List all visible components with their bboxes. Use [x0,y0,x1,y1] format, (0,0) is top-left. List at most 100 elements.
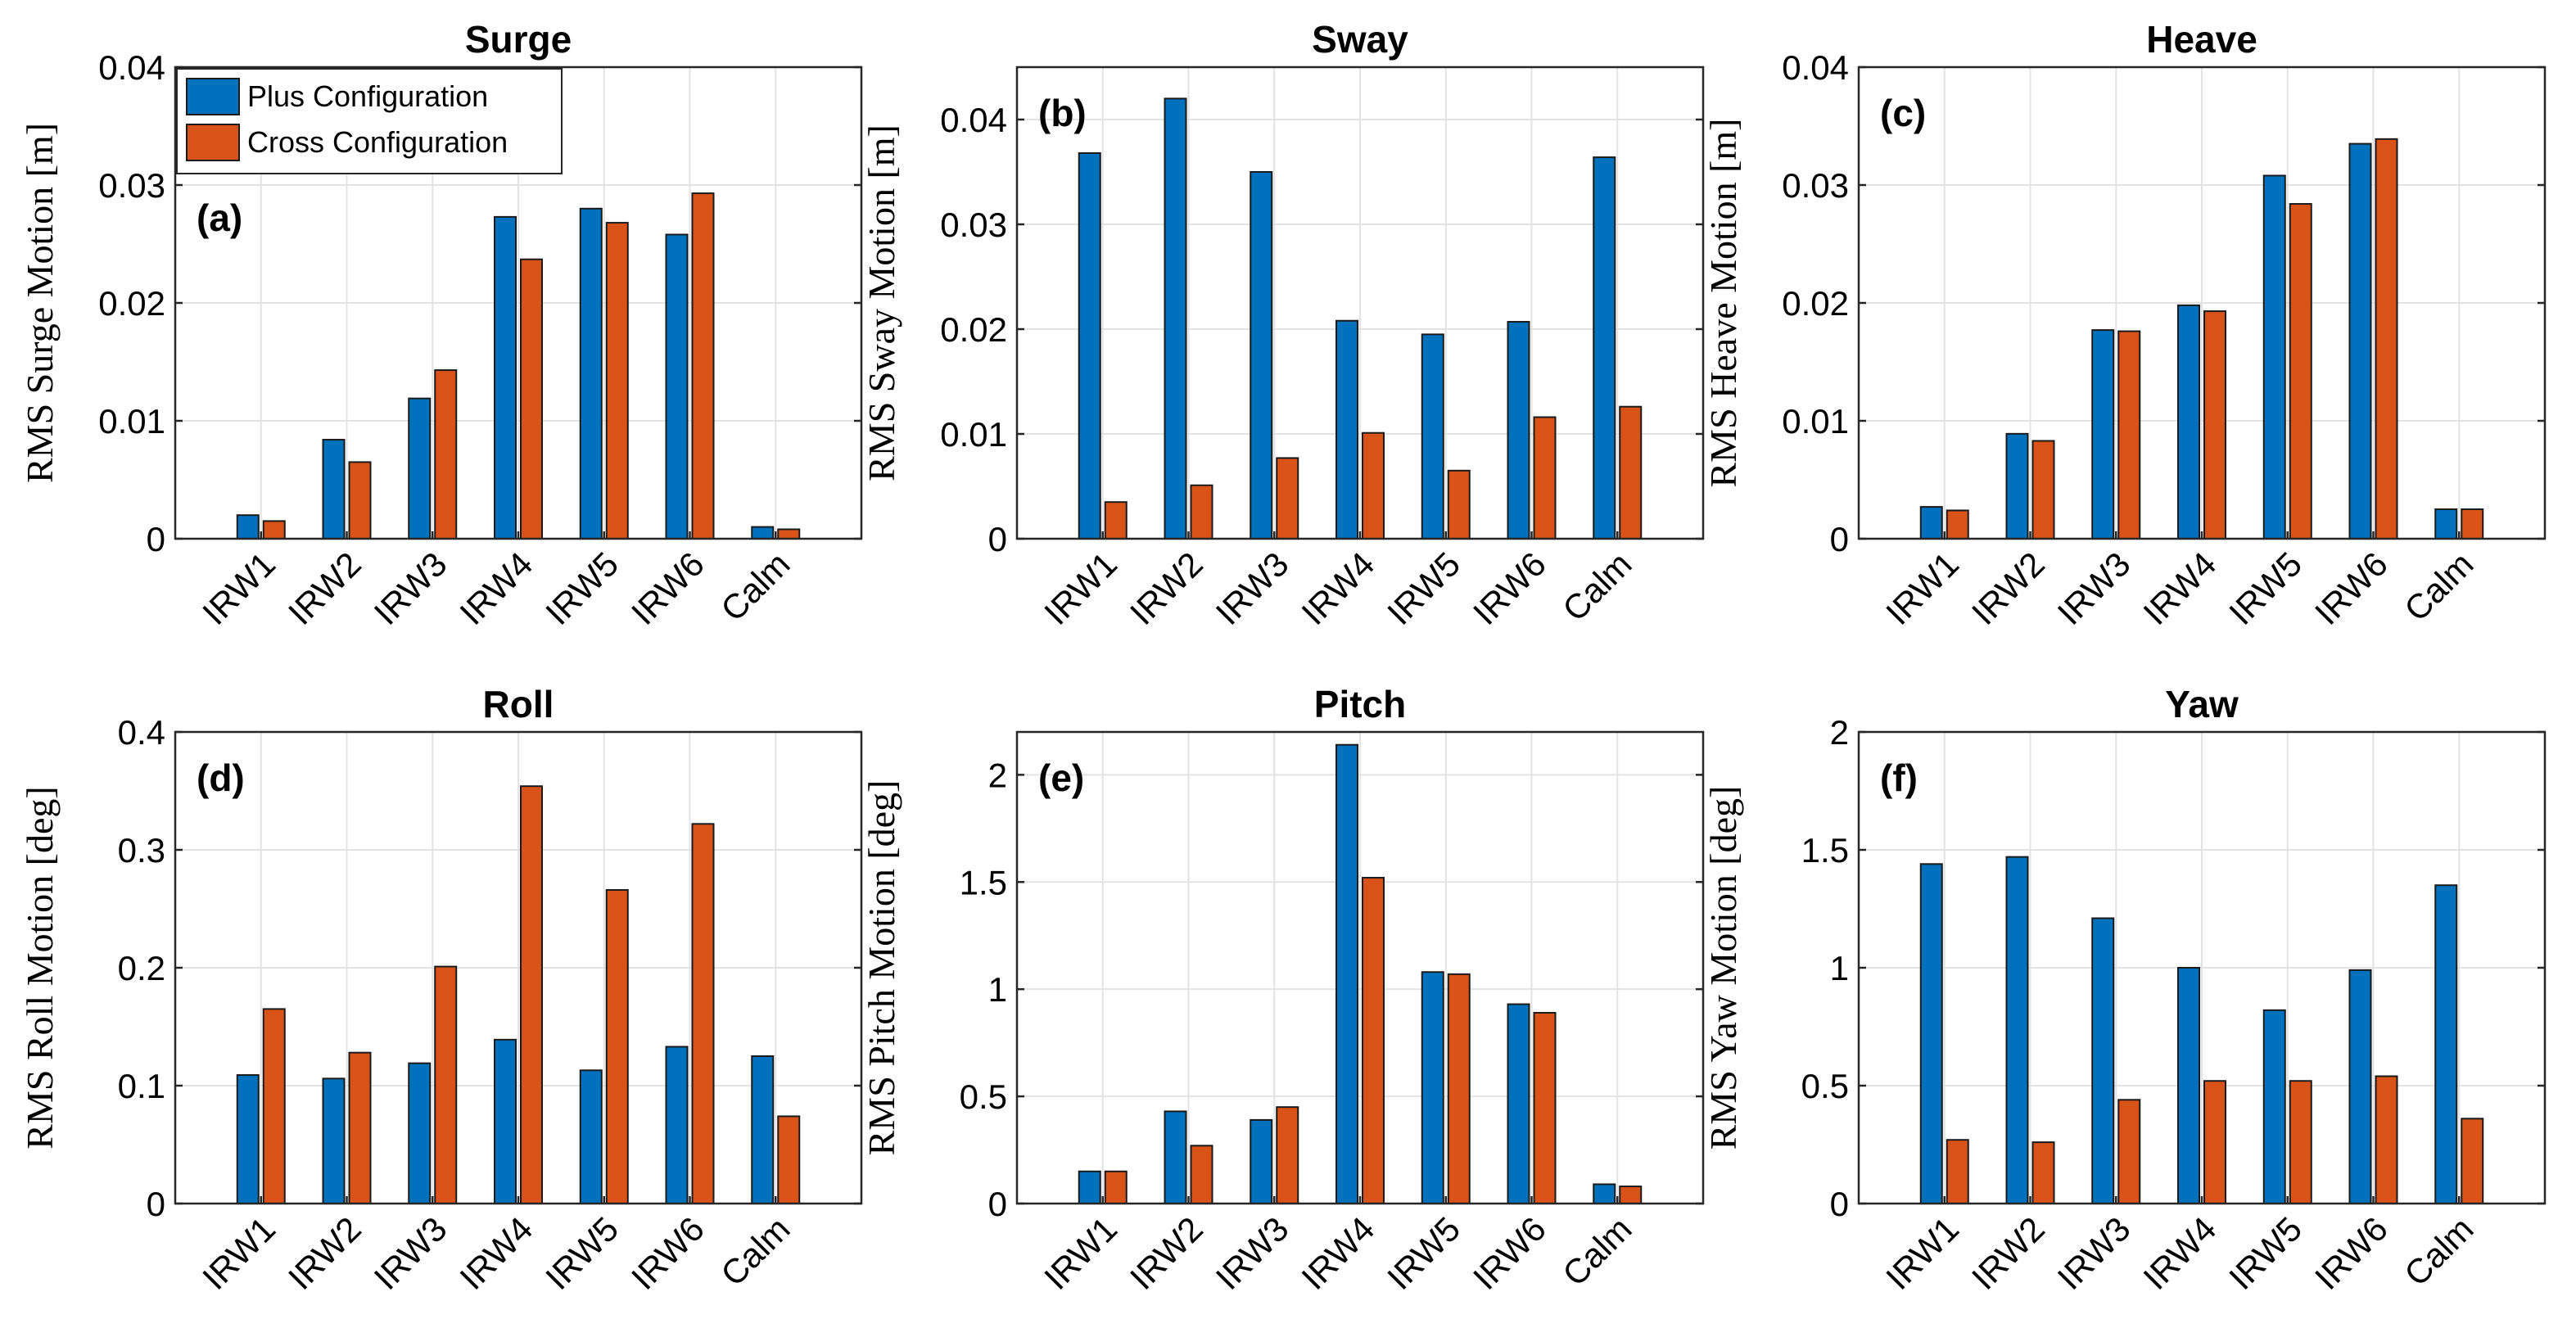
y-axis-label: RMS Roll Motion [deg] [19,786,61,1149]
bar-cross-irw2 [1190,1145,1213,1204]
y-axis-label: RMS Heave Motion [m] [1702,118,1744,487]
bar-cross-irw3 [2117,1099,2141,1205]
bar-plus-irw3 [2091,329,2115,540]
y-axis-label: RMS Surge Motion [m] [19,123,61,483]
bar-plus-irw6 [665,1046,689,1204]
y-tick-label: 1.5 [1801,831,1849,870]
bar-cross-irw1 [1104,1170,1128,1205]
bar-cross-irw5 [605,888,629,1204]
y-tick-label: 0.03 [98,166,165,205]
bar-cross-irw6 [691,823,715,1204]
legend-label-cross: Cross Configuration [247,125,508,159]
legend-swatch-cross [186,124,240,161]
bar-cross-irw2 [2031,1141,2055,1204]
series-plus [1919,856,2458,1205]
bar-plus-irw1 [1078,151,1101,540]
y-axis-label: RMS Yaw Motion [deg] [1702,786,1744,1150]
bar-cross-irw2 [348,461,372,540]
bar-cross-irw4 [520,785,543,1204]
bar-cross-irw4 [2203,310,2226,540]
bar-cross-irw4 [520,258,543,540]
bar-cross-irw2 [348,1051,372,1205]
bar-plus-irw2 [1164,97,1187,540]
chart-title: Pitch [1314,683,1406,725]
y-tick-label: 0.02 [1782,284,1849,323]
bar-cross-irw3 [434,965,458,1205]
bar-cross-irw6 [691,192,715,540]
series-cross [262,785,801,1205]
bar-plus-calm [1593,1183,1616,1205]
chart-panel-sway: 00.010.020.030.04IRW1IRW2IRW3IRW4IRW5IRW… [861,18,1705,632]
panel-label: (e) [1038,757,1084,799]
bar-plus-irw6 [1507,1003,1530,1204]
y-tick-label: 0.5 [960,1077,1007,1116]
bar-cross-calm [1619,405,1643,540]
bar-plus-irw5 [579,207,603,540]
bar-cross-calm [777,528,801,540]
bar-plus-irw3 [1250,171,1273,540]
bar-plus-irw1 [1078,1170,1101,1205]
bar-plus-irw6 [665,233,689,540]
series-plus [236,207,775,540]
bar-cross-irw4 [1362,431,1385,540]
bar-cross-irw6 [1533,416,1557,540]
y-tick-label: 0.03 [940,206,1007,244]
panel-label: (b) [1038,92,1087,134]
bar-cross-calm [777,1115,801,1204]
y-tick-label: 0.1 [118,1067,165,1105]
bar-cross-irw1 [262,520,286,540]
legend-swatch-plus [186,78,240,115]
series-cross [1946,1075,2484,1205]
legend: Plus Configuration Cross Configuration [176,68,563,174]
bar-plus-irw2 [1164,1110,1187,1205]
bar-cross-irw5 [1447,973,1471,1204]
y-tick-label: 0.04 [940,101,1007,139]
y-tick-label: 0.3 [118,831,165,870]
bar-plus-irw4 [494,215,517,540]
bar-cross-irw2 [1190,484,1213,540]
y-tick-label: 0.2 [118,949,165,987]
bar-cross-irw1 [1946,1139,1969,1204]
bar-cross-irw5 [2289,203,2312,540]
y-tick-label: 0.02 [940,310,1007,349]
panel-label: (f) [1880,757,1918,799]
bar-plus-irw2 [322,1077,346,1204]
series-cross [1104,405,1643,540]
y-tick-label: 0.04 [98,48,165,87]
chart-title: Yaw [2165,683,2239,725]
bar-plus-irw4 [2177,967,2200,1204]
bar-plus-irw5 [2262,1009,2286,1204]
panel-label: (d) [197,757,245,799]
y-axis-label: RMS Pitch Motion [deg] [861,780,902,1156]
bar-plus-irw3 [1250,1118,1273,1204]
bar-plus-irw3 [408,397,432,540]
y-tick-label: 0 [147,1185,165,1223]
bar-plus-irw1 [1919,863,1943,1205]
bar-cross-calm [1619,1186,1643,1205]
y-tick-label: 2 [1830,713,1849,752]
bar-plus-irw5 [2262,174,2286,540]
y-tick-label: 0 [1830,520,1849,558]
y-tick-label: 0.04 [1782,48,1849,87]
bar-cross-calm [2461,508,2484,540]
y-tick-label: 0.4 [118,713,165,752]
bar-plus-irw6 [2348,969,2372,1204]
y-tick-label: 0.01 [98,402,165,440]
chart-title: Heave [2146,18,2257,61]
bar-plus-irw5 [1421,971,1444,1204]
bar-plus-irw1 [1919,506,1943,540]
bar-plus-irw3 [2091,917,2115,1205]
bar-plus-irw2 [2005,856,2029,1204]
series-cross [1104,877,1643,1205]
bar-cross-irw6 [1533,1011,1557,1204]
y-tick-label: 0 [1830,1185,1849,1223]
bar-cross-irw3 [434,369,458,540]
y-tick-label: 0.5 [1801,1067,1849,1105]
series-cross [1946,138,2484,540]
y-tick-label: 1 [988,970,1007,1009]
y-tick-label: 1 [1830,949,1849,987]
bar-cross-irw1 [1104,501,1128,540]
bar-cross-irw4 [2203,1080,2226,1204]
bar-cross-irw2 [2031,440,2055,540]
bar-plus-irw1 [236,1074,260,1205]
